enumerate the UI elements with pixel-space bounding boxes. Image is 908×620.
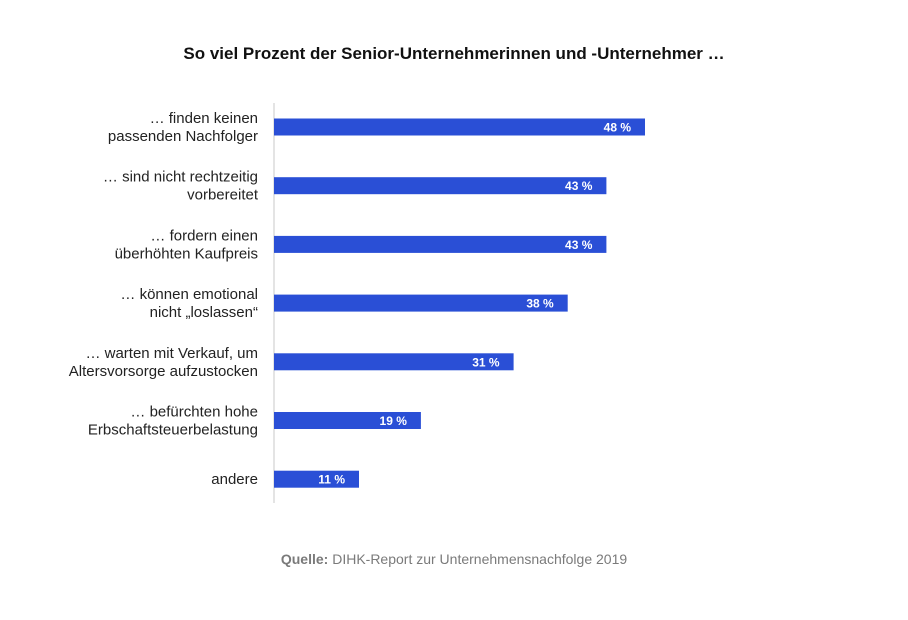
- value-label-3: 38 %: [526, 297, 554, 311]
- value-label-6: 11 %: [318, 473, 345, 487]
- category-label-5-line-1: Erbschaftsteuerbelastung: [88, 422, 258, 439]
- bar-1: [274, 177, 607, 195]
- value-label-2: 43 %: [565, 238, 593, 252]
- source-label: Quelle:: [280, 551, 329, 567]
- source-text: DIHK-Report zur Unternehmensnachfolge 20…: [328, 551, 628, 567]
- chart-title: So viel Prozent der Senior-Unternehmerin…: [183, 44, 725, 63]
- category-label-2-line-0: … fordern einen: [150, 227, 258, 244]
- bar-2: [274, 235, 607, 253]
- category-label-6-line-0: andere: [211, 471, 258, 488]
- category-label-0-line-1: passenden Nachfolger: [108, 128, 258, 145]
- category-label-4-line-0: … warten mit Verkauf, um: [85, 345, 258, 362]
- value-label-5: 19 %: [380, 414, 408, 428]
- category-label-2-line-1: überhöhten Kaufpreis: [115, 245, 258, 262]
- category-label-4-line-1: Altersvorsorge aufzustocken: [69, 363, 258, 380]
- category-label-3-line-0: … können emotional: [120, 286, 258, 303]
- value-label-4: 31 %: [472, 355, 500, 369]
- source-note: Quelle: DIHK-Report zur Unternehmensnach…: [0, 551, 908, 567]
- category-label-0-line-0: … finden keinen: [150, 110, 258, 127]
- category-label-5-line-0: … befürchten hohe: [130, 404, 258, 421]
- category-label-1-line-1: vorbereitet: [187, 187, 259, 204]
- bar-4: [274, 353, 514, 371]
- bar-6: [274, 470, 359, 488]
- bar-5: [274, 412, 421, 429]
- category-label-1-line-0: … sind nicht rechtzeitig: [103, 169, 258, 186]
- value-label-0: 48 %: [604, 121, 632, 135]
- bar-3: [274, 294, 568, 312]
- value-label-1: 43 %: [565, 179, 593, 193]
- category-label-3-line-1: nicht „loslassen“: [150, 304, 258, 321]
- bar-0: [274, 118, 645, 136]
